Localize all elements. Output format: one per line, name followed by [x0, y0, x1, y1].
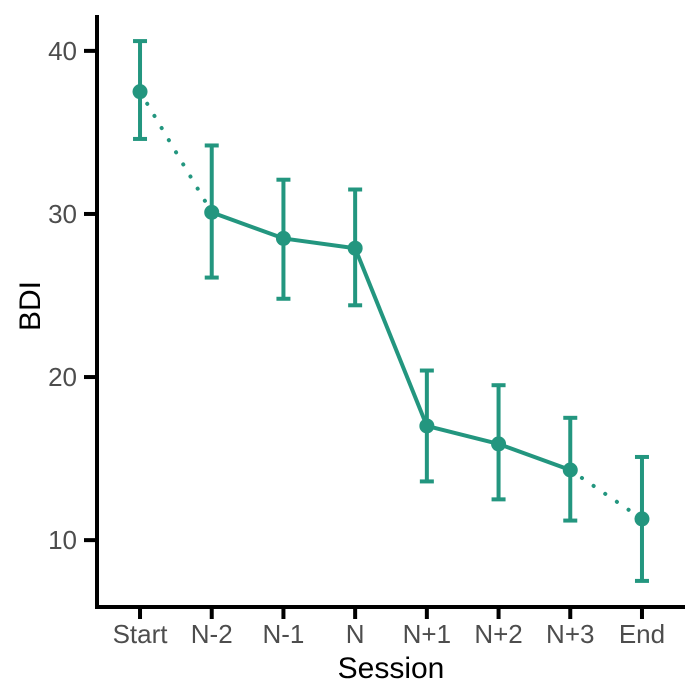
y-tick-label: 20	[48, 362, 77, 392]
line-segment-solid	[426, 424, 500, 446]
line-segment-solid	[283, 236, 356, 251]
x-tick-label: Start	[113, 619, 169, 649]
line-segment-dotted	[568, 468, 644, 521]
data-point	[132, 84, 148, 100]
data-point	[275, 230, 291, 246]
y-axis-title: BDI	[14, 281, 47, 331]
data-point	[634, 511, 650, 527]
x-tick-label: N-2	[191, 619, 233, 649]
y-tick-label: 40	[48, 36, 77, 66]
line-segment-dotted	[138, 89, 214, 215]
data-points	[132, 84, 650, 527]
x-tick-label: N+2	[474, 619, 522, 649]
y-tick-label: 10	[48, 525, 77, 555]
data-point	[347, 240, 363, 256]
line-segment-solid	[211, 210, 285, 241]
data-point	[491, 436, 507, 452]
x-tick-label: End	[619, 619, 665, 649]
data-point	[562, 462, 578, 478]
error-bars	[133, 39, 649, 583]
x-tick-label: N-1	[262, 619, 304, 649]
axes	[84, 15, 685, 619]
x-axis-title: Session	[338, 652, 445, 685]
x-tick-label: N	[346, 619, 365, 649]
y-tick-label: 30	[48, 199, 77, 229]
data-point	[204, 204, 220, 220]
line-segment-solid	[497, 442, 571, 472]
x-tick-labels: Start N-2 N-1 N N+1 N+2 N+3 End	[113, 619, 666, 649]
x-tick-label: N+1	[403, 619, 451, 649]
data-point	[419, 418, 435, 434]
trend-line	[138, 89, 644, 521]
line-segment-solid	[353, 247, 429, 427]
x-tick-label: N+3	[546, 619, 594, 649]
y-tick-labels: 10 20 30 40	[48, 36, 77, 555]
